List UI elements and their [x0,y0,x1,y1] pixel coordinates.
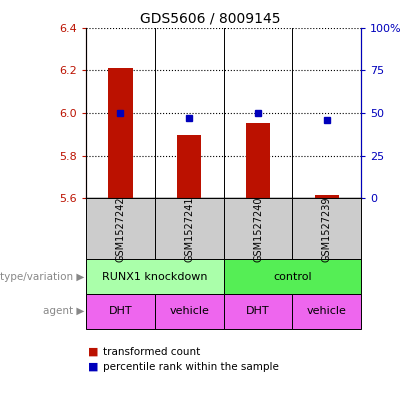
Text: transformed count: transformed count [103,347,200,357]
Text: GSM1527240: GSM1527240 [253,196,263,262]
Bar [315,195,339,198]
Bar [246,123,270,198]
Bar [108,68,133,198]
Text: control: control [273,272,312,282]
Text: ■: ■ [88,362,99,372]
Text: ■: ■ [88,347,99,357]
Text: DHT: DHT [109,306,132,316]
Text: GSM1527239: GSM1527239 [322,196,332,262]
Text: RUNX1 knockdown: RUNX1 knockdown [102,272,207,282]
Text: genotype/variation ▶: genotype/variation ▶ [0,272,84,282]
Text: GDS5606 / 8009145: GDS5606 / 8009145 [140,12,280,26]
Text: vehicle: vehicle [307,306,347,316]
Text: DHT: DHT [246,306,270,316]
Text: GSM1527241: GSM1527241 [184,196,194,262]
Text: GSM1527242: GSM1527242 [116,196,126,262]
Bar [177,136,201,198]
Text: percentile rank within the sample: percentile rank within the sample [103,362,279,372]
Text: vehicle: vehicle [169,306,209,316]
Text: agent ▶: agent ▶ [42,306,84,316]
